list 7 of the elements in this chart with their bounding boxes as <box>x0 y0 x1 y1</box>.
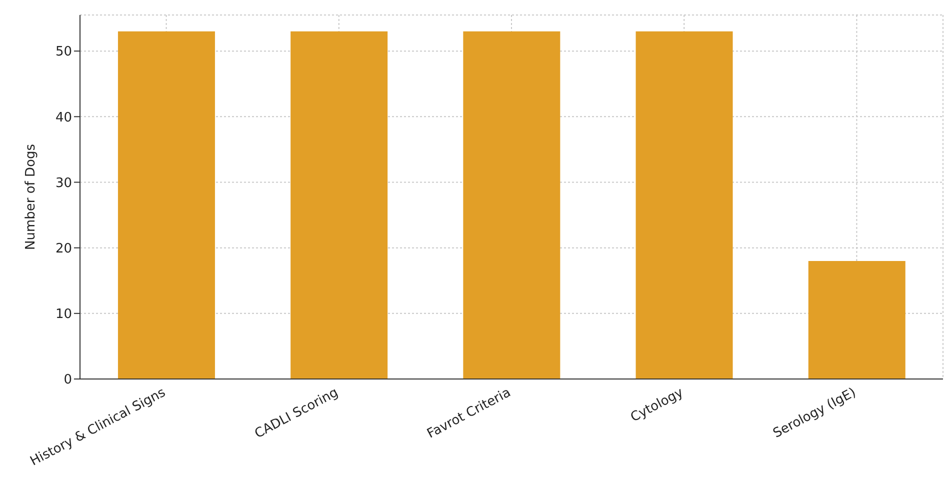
y-tick-label: 50 <box>55 44 72 60</box>
y-tick-label: 30 <box>55 176 72 191</box>
y-tick-label: 0 <box>64 372 72 388</box>
y-tick-label: 40 <box>55 110 72 126</box>
y-tick-label: 20 <box>55 241 72 256</box>
y-tick-label: 10 <box>55 307 72 322</box>
y-axis-title: Number of Dogs <box>24 144 39 250</box>
